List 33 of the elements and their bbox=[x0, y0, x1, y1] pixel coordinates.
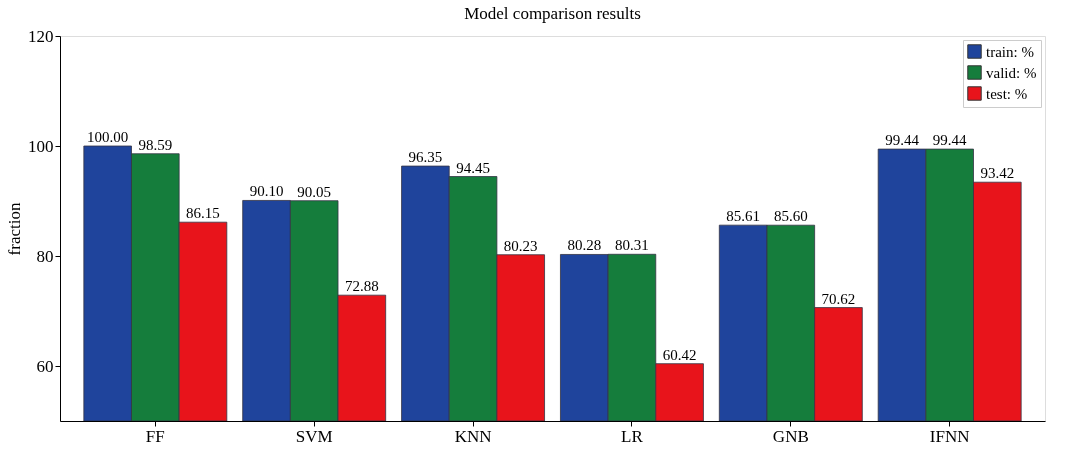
data-label: 80.31 bbox=[615, 237, 649, 254]
data-label: 70.62 bbox=[821, 290, 856, 307]
x-tick-label: LR bbox=[621, 426, 644, 446]
data-label: 94.45 bbox=[456, 159, 490, 176]
data-label: 80.23 bbox=[503, 237, 538, 254]
x-tick-label: FF bbox=[145, 426, 165, 446]
data-label: 86.15 bbox=[186, 205, 220, 222]
data-label: 80.28 bbox=[567, 237, 602, 254]
data-label: 93.42 bbox=[980, 165, 1015, 182]
data-label: 72.88 bbox=[344, 278, 379, 295]
y-tick-label: 80 bbox=[36, 246, 54, 266]
chart-title: Model comparison results bbox=[464, 4, 641, 23]
legend-label: test: % bbox=[986, 85, 1028, 102]
y-tick-label: 60 bbox=[36, 356, 54, 376]
data-label: 90.10 bbox=[249, 183, 284, 200]
y-axis-title: fraction bbox=[5, 202, 24, 256]
data-label: 99.44 bbox=[932, 132, 968, 149]
y-tick-label: 100 bbox=[28, 136, 54, 156]
data-label: 99.44 bbox=[885, 132, 920, 149]
data-label: 96.35 bbox=[408, 149, 443, 166]
legend-label: valid: % bbox=[986, 64, 1037, 81]
data-label: 85.61 bbox=[726, 208, 761, 225]
data-label: 100.00 bbox=[87, 129, 129, 145]
x-tick-label: SVM bbox=[295, 426, 333, 446]
data-label: 60.42 bbox=[662, 346, 697, 363]
x-tick-label: GNB bbox=[772, 426, 809, 446]
data-label: 98.59 bbox=[138, 136, 173, 153]
x-tick-label: IFNN bbox=[929, 426, 970, 446]
x-tick-label: KNN bbox=[454, 426, 492, 446]
data-label: 85.60 bbox=[773, 208, 808, 225]
legend-label: train: % bbox=[986, 43, 1034, 60]
y-tick-label: 120 bbox=[28, 26, 54, 46]
data-label: 90.05 bbox=[297, 183, 332, 200]
